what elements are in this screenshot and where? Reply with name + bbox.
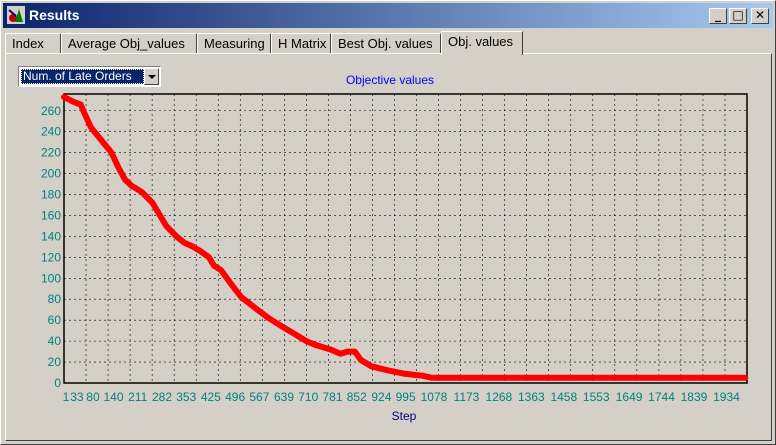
x-tick-label: 33: [70, 390, 84, 404]
x-tick-label: 140: [103, 390, 123, 404]
title-bar[interactable]: Results _ □ ✕: [3, 3, 773, 28]
x-tick-label: 1553: [583, 390, 610, 404]
x-tick-label: 425: [201, 390, 221, 404]
y-tick-label: 80: [48, 292, 62, 306]
y-tick-label: 260: [41, 104, 61, 118]
close-button[interactable]: ✕: [751, 8, 769, 24]
obj-values-panel: 0 20 40 60 80 100 120 140 160 180 200 220 240 260 1 33 8…: [5, 53, 772, 441]
y-tick-label: 20: [48, 355, 62, 369]
y-tick-label: 120: [41, 250, 61, 264]
app-logo-icon[interactable]: [7, 6, 25, 24]
x-axis-label: Step: [392, 409, 417, 423]
tab-best-obj-values[interactable]: Best Obj. values: [331, 33, 441, 53]
x-tick-label: 1268: [486, 390, 513, 404]
x-tick-label: 852: [347, 390, 367, 404]
chart-title: Objective values: [346, 73, 434, 87]
tab-strip: Index Average Obj_values Measuring H Mat…: [5, 31, 771, 55]
x-tick-label: 353: [176, 390, 196, 404]
x-tick-label: 211: [128, 390, 147, 404]
maximize-button[interactable]: □: [729, 8, 747, 24]
y-tick-label: 160: [41, 208, 61, 222]
tab-measuring[interactable]: Measuring: [197, 33, 271, 53]
minimize-button[interactable]: _: [709, 8, 727, 24]
x-tick-label: 1839: [681, 390, 708, 404]
y-tick-label: 60: [48, 313, 62, 327]
tab-average-obj-values[interactable]: Average Obj_values: [61, 33, 197, 53]
objective-select-value: Num. of Late Orders: [21, 69, 144, 84]
x-tick-label: 1: [63, 390, 70, 404]
tab-index[interactable]: Index: [5, 33, 61, 53]
x-tick-label: 1649: [616, 390, 643, 404]
x-tick-label: 1078: [421, 390, 448, 404]
x-tick-label: 924: [371, 390, 391, 404]
y-tick-label: 200: [41, 167, 61, 181]
series-line: [61, 94, 749, 381]
x-tick-label: 1934: [713, 390, 740, 404]
x-tick-label: 1363: [518, 390, 545, 404]
x-tick-label: 639: [274, 390, 294, 404]
plot-frame: [63, 93, 748, 384]
x-tick-label: 1744: [648, 390, 675, 404]
y-tick-label: 140: [41, 229, 61, 243]
x-tick-label: 995: [396, 390, 416, 404]
plot-area: [64, 94, 747, 383]
x-tick-label: 567: [249, 390, 269, 404]
y-tick-label: 100: [41, 271, 61, 285]
x-tick-label: 80: [86, 390, 100, 404]
y-tick-label: 40: [48, 334, 62, 348]
tab-h-matrix[interactable]: H Matrix: [271, 33, 331, 53]
y-tick-label: 240: [41, 125, 61, 139]
x-tick-label: 710: [298, 390, 318, 404]
chevron-down-icon[interactable]: [144, 68, 159, 85]
objective-select[interactable]: Num. of Late Orders: [18, 66, 161, 87]
x-tick-label: 282: [152, 390, 172, 404]
x-tick-label: 496: [225, 390, 245, 404]
x-tick-label: 781: [322, 390, 342, 404]
x-tick-label: 1173: [454, 390, 480, 404]
y-tick-label: 0: [54, 376, 61, 390]
y-tick-label: 220: [41, 146, 61, 160]
y-tick-label: 180: [41, 188, 61, 202]
window-title: Results: [29, 7, 80, 23]
x-tick-label: 1458: [550, 390, 577, 404]
tab-obj-values[interactable]: Obj. values: [441, 31, 523, 55]
